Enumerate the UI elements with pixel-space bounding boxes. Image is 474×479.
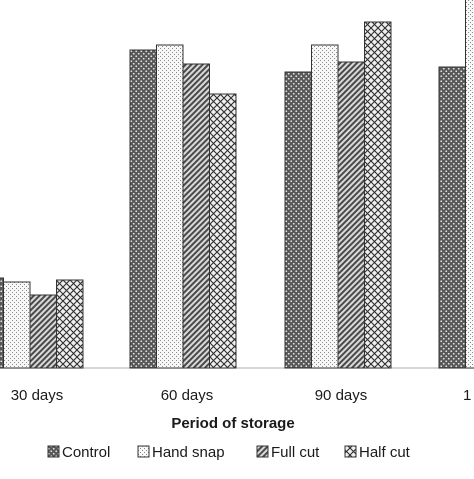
- legend-label-half-cut: Half cut: [359, 444, 411, 461]
- legend-label-full-cut: Full cut: [271, 444, 320, 461]
- bar-control-4: [439, 67, 466, 368]
- legend-swatch-control: [48, 446, 59, 457]
- bar-half-cut-1: [57, 280, 84, 368]
- x-tick-label: 60 days: [161, 387, 214, 404]
- x-tick-label: 1: [463, 387, 471, 404]
- bar-full-cut-3: [338, 62, 365, 368]
- bar-full-cut-2: [183, 64, 210, 368]
- bar-hand-snap-2: [157, 45, 184, 368]
- bar-hand-snap-4: [466, 0, 474, 368]
- legend-swatch-hand-snap: [138, 446, 149, 457]
- legend: Control Hand snap Full cut Half cut: [48, 444, 411, 461]
- bar-hand-snap-3: [312, 45, 339, 368]
- bar-control-2: [130, 50, 157, 368]
- x-axis-title: Period of storage: [171, 415, 294, 432]
- legend-swatch-half-cut: [345, 446, 356, 457]
- bar-half-cut-2: [210, 94, 237, 368]
- bar-hand-snap-1: [4, 282, 31, 368]
- bar-control-3: [285, 72, 312, 368]
- bar-full-cut-1: [30, 295, 57, 368]
- bar-control-1: [0, 278, 4, 368]
- x-tick-label: 30 days: [11, 387, 64, 404]
- x-tick-labels: 30 days 60 days 90 days 1: [11, 387, 472, 404]
- x-tick-label: 90 days: [315, 387, 368, 404]
- legend-label-control: Control: [62, 444, 110, 461]
- bar-half-cut-3: [365, 22, 392, 368]
- legend-swatch-full-cut: [257, 446, 268, 457]
- bars-layer: [0, 0, 474, 368]
- legend-label-hand-snap: Hand snap: [152, 444, 225, 461]
